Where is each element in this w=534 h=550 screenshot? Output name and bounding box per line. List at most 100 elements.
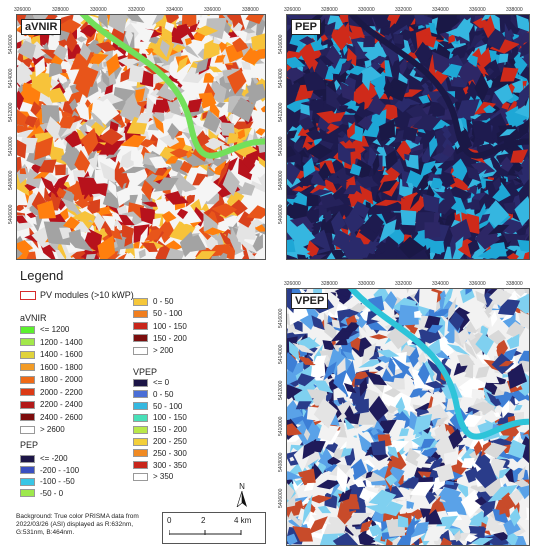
x-tick-label: 334000 bbox=[166, 7, 183, 13]
legend-group-vpep-title: VPEP bbox=[133, 367, 158, 377]
legend-label: -100 - -50 bbox=[40, 477, 75, 486]
legend-swatch bbox=[20, 338, 35, 346]
map-avnir-label: aVNIR bbox=[21, 19, 62, 35]
legend-label: -200 - -100 bbox=[40, 465, 80, 475]
legend-label: 1800 - 2000 bbox=[40, 375, 83, 384]
legend-entry: <= 0 bbox=[133, 378, 169, 387]
legend-swatch bbox=[133, 390, 148, 399]
legend-label: -50 - 0 bbox=[40, 488, 64, 498]
legend-entry: 50 - 100 bbox=[133, 309, 182, 318]
legend-label: 150 - 200 bbox=[153, 425, 187, 435]
legend-pv-entry: PV modules (>10 kWP) bbox=[20, 290, 134, 300]
river bbox=[79, 15, 265, 159]
scale-label-2: 2 bbox=[201, 516, 206, 525]
legend-entry: -200 - -100 bbox=[20, 466, 79, 475]
y-tick-label: 5408000 bbox=[278, 452, 284, 472]
legend-label: <= 1200 bbox=[40, 325, 70, 334]
x-tick-label: 336000 bbox=[204, 7, 221, 13]
map-avnir-canvas bbox=[17, 15, 265, 259]
x-tick-label: 330000 bbox=[358, 7, 375, 13]
y-tick-label: 5416000 bbox=[278, 34, 284, 54]
legend-swatch bbox=[133, 449, 148, 458]
x-tick-label: 328000 bbox=[321, 281, 338, 287]
legend-swatch bbox=[133, 413, 148, 422]
legend-swatch bbox=[20, 388, 35, 396]
y-tick-label: 5414000 bbox=[278, 344, 284, 364]
map-vpep-canvas bbox=[287, 289, 529, 545]
legend-swatch bbox=[20, 413, 35, 421]
legend-label: 1600 - 1800 bbox=[40, 362, 83, 372]
x-tick-label: 330000 bbox=[358, 281, 375, 287]
legend-label: 50 - 100 bbox=[153, 401, 183, 411]
x-tick-label: 334000 bbox=[432, 7, 449, 13]
y-tick-label: 5414000 bbox=[278, 68, 284, 88]
legend-swatch bbox=[133, 461, 148, 470]
x-tick-label: 328000 bbox=[52, 7, 69, 13]
legend-label: 2400 - 2600 bbox=[40, 412, 83, 422]
legend-label: 200 - 250 bbox=[153, 437, 187, 446]
legend-swatch bbox=[133, 472, 148, 481]
legend-entry: 1600 - 1800 bbox=[20, 363, 83, 372]
legend-swatch bbox=[133, 322, 148, 331]
map-pep-label: PEP bbox=[291, 19, 322, 35]
legend-entry: -50 - 0 bbox=[20, 489, 63, 498]
pv-swatch bbox=[20, 290, 36, 300]
legend-swatch bbox=[133, 309, 148, 318]
y-tick-label: 5412000 bbox=[278, 102, 284, 122]
x-tick-label: 334000 bbox=[432, 281, 449, 287]
x-tick-label: 328000 bbox=[321, 7, 338, 13]
legend-swatch bbox=[133, 334, 148, 343]
legend-swatch bbox=[20, 350, 35, 359]
legend-label: 1400 - 1600 bbox=[40, 350, 83, 359]
x-tick-label: 336000 bbox=[469, 7, 486, 13]
x-tick-label: 332000 bbox=[395, 281, 412, 287]
x-tick-label: 332000 bbox=[395, 7, 412, 13]
legend-label: 100 - 150 bbox=[153, 321, 187, 331]
y-tick-label: 5416000 bbox=[8, 34, 14, 54]
legend-label: <= 0 bbox=[153, 378, 170, 387]
legend-label: 2200 - 2400 bbox=[40, 400, 83, 409]
scale-bar: 0 2 4 km bbox=[162, 512, 266, 544]
north-arrow: N bbox=[232, 482, 252, 509]
map-vpep-label: VPEP bbox=[291, 293, 329, 309]
x-tick-label: 326000 bbox=[14, 7, 31, 13]
y-tick-label: 5406000 bbox=[8, 204, 14, 224]
legend-entry: > 350 bbox=[133, 472, 173, 481]
legend-group-avnir-title: aVNIR bbox=[20, 313, 47, 323]
legend-entry: -100 - -50 bbox=[20, 477, 75, 486]
legend-swatch bbox=[20, 400, 35, 409]
legend-label: 1200 - 1400 bbox=[40, 337, 83, 347]
legend-swatch bbox=[20, 489, 35, 497]
scale-label-4: 4 km bbox=[234, 516, 252, 525]
legend-entry: 150 - 200 bbox=[133, 334, 187, 343]
legend-swatch bbox=[20, 325, 35, 334]
legend-entry: 0 - 50 bbox=[133, 297, 173, 306]
legend-swatch bbox=[20, 363, 35, 371]
north-arrow-icon bbox=[236, 490, 247, 508]
legend-swatch bbox=[133, 402, 148, 411]
y-tick-label: 5412000 bbox=[8, 102, 14, 122]
legend-entry: <= -200 bbox=[20, 454, 68, 463]
legend-label: 100 - 150 bbox=[153, 413, 187, 423]
legend-swatch bbox=[133, 378, 148, 387]
legend-swatch bbox=[133, 346, 148, 355]
legend-entry: 200 - 250 bbox=[133, 437, 187, 446]
legend-entry: <= 1200 bbox=[20, 325, 69, 334]
legend-entry: 2200 - 2400 bbox=[20, 400, 83, 409]
x-tick-label: 338000 bbox=[242, 7, 259, 13]
legend-swatch bbox=[20, 454, 35, 463]
y-tick-label: 5410000 bbox=[278, 136, 284, 156]
legend-entry: 300 - 350 bbox=[133, 461, 187, 470]
map-pep-canvas bbox=[287, 15, 529, 259]
y-tick-label: 5408000 bbox=[278, 170, 284, 190]
y-tick-label: 5406000 bbox=[278, 204, 284, 224]
legend-swatch bbox=[133, 437, 148, 446]
background-credit: Background: True color PRISMA data from … bbox=[16, 513, 139, 536]
y-tick-label: 5416000 bbox=[278, 308, 284, 328]
legend-label: <= -200 bbox=[40, 454, 68, 463]
legend-entry: 1200 - 1400 bbox=[20, 338, 83, 347]
legend-label: > 350 bbox=[153, 472, 174, 482]
y-tick-label: 5408000 bbox=[8, 170, 14, 190]
y-tick-label: 5410000 bbox=[8, 136, 14, 156]
legend-label: > 2600 bbox=[40, 425, 65, 434]
